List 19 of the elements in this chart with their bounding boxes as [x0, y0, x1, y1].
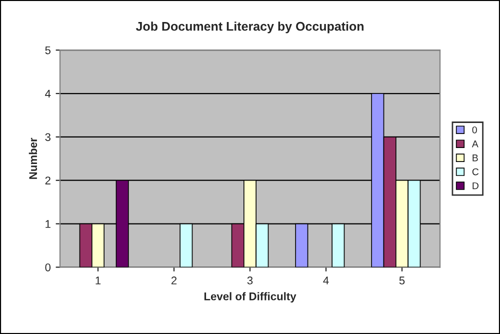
y-axis-title: Number	[28, 138, 38, 179]
x-tick-label: 4	[323, 276, 329, 284]
y-tick-label: 2	[45, 176, 50, 184]
y-tick-label: 1	[46, 220, 50, 228]
y-tick-label: 0	[45, 263, 51, 272]
chart-title: Job Document Literacy by Occupation	[136, 22, 364, 34]
legend-label: B	[472, 154, 478, 162]
legend-label: 0	[472, 126, 477, 134]
legend-label: D	[472, 182, 478, 190]
y-tick-label: 4	[45, 90, 51, 98]
x-axis-title: Level of Difficulty	[204, 292, 296, 302]
y-tick-label: 5	[45, 46, 51, 54]
x-tick-label: 1	[96, 276, 101, 284]
y-tick-label: 3	[45, 133, 50, 142]
legend-label: C	[472, 168, 479, 176]
legend-label: A	[472, 140, 478, 148]
x-tick-label: 5	[399, 276, 405, 284]
x-tick-label: 2	[171, 276, 177, 284]
x-tick-label: 3	[247, 276, 253, 284]
